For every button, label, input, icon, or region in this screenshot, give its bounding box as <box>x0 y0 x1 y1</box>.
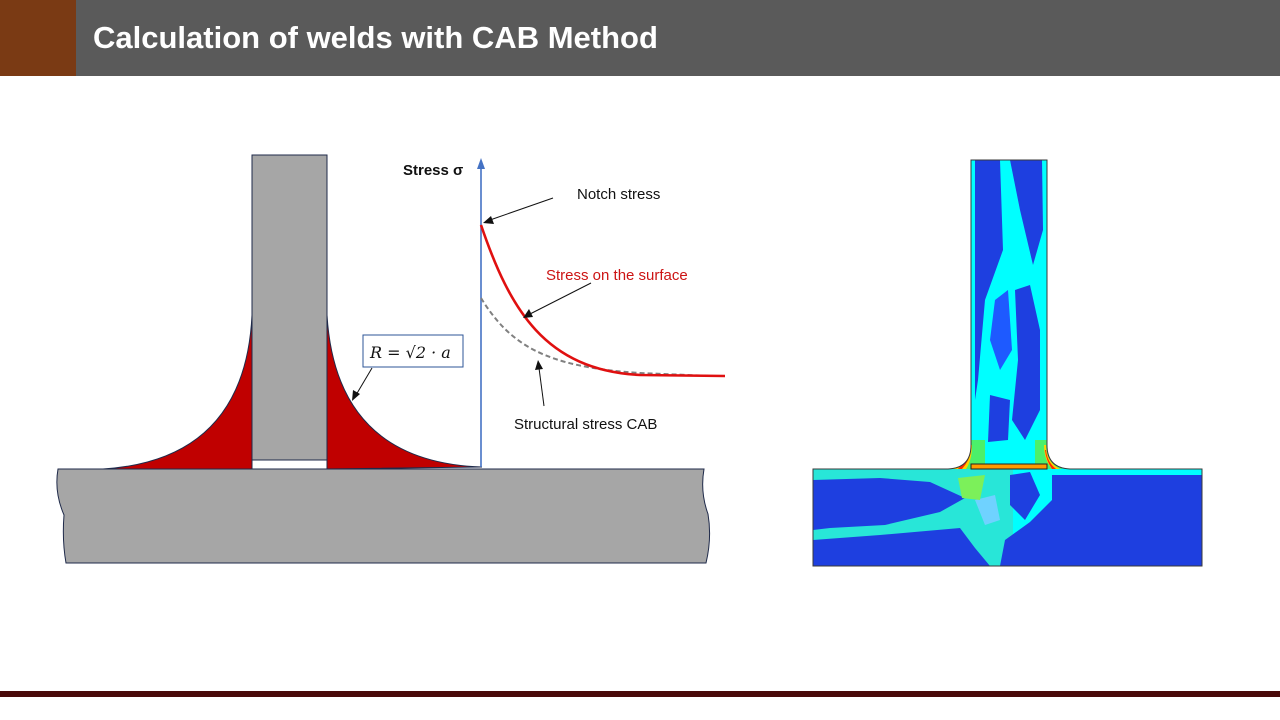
footer-line <box>0 691 1280 697</box>
formula-arrow <box>352 390 360 401</box>
stress-axis-label: Stress σ <box>403 162 463 179</box>
header-bar: Calculation of welds with CAB Method <box>76 0 1280 76</box>
radius-formula-box <box>362 334 464 368</box>
radius-formula: R = √2 · a <box>369 343 451 362</box>
surface-stress-label: Stress on the surface <box>546 267 688 284</box>
structural-stress-curve <box>480 297 713 377</box>
base-plate <box>56 468 711 564</box>
structural-stress-label: Structural stress CAB <box>514 416 657 433</box>
surface-stress-arrow <box>523 309 533 318</box>
header-accent-block <box>0 0 76 76</box>
surface-stress-curve <box>479 224 726 378</box>
left-weld-fillet <box>102 314 253 470</box>
stress-axis-arrow <box>477 158 485 169</box>
right-weld-fillet <box>326 314 483 470</box>
web-plate <box>251 154 328 461</box>
fea-stress-plot <box>812 159 1203 567</box>
structural-stress-arrow <box>535 360 543 370</box>
notch-stress-arrow <box>483 216 494 224</box>
weld-root-gap <box>251 459 328 470</box>
notch-stress-label: Notch stress <box>577 186 660 203</box>
page-title: Calculation of welds with CAB Method <box>93 20 658 55</box>
